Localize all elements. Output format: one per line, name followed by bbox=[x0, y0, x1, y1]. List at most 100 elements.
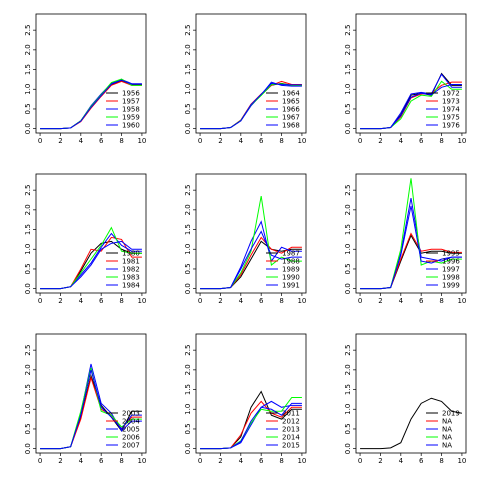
y-tick-label: 2.5 bbox=[184, 25, 192, 36]
x-tick-label: 6 bbox=[419, 137, 424, 145]
x-tick-label: 10 bbox=[457, 457, 466, 465]
legend-label: 1958 bbox=[122, 106, 140, 114]
x-tick-label: 8 bbox=[119, 297, 123, 305]
x-tick-label: 0 bbox=[198, 457, 202, 465]
legend-label: 1990 bbox=[282, 274, 300, 282]
series-line bbox=[360, 84, 462, 130]
y-tick-label: 0.0 bbox=[344, 443, 352, 454]
y-tick-label: 1.5 bbox=[184, 64, 192, 75]
panel: 0 2 4 6 8 10 0.0 0.5 1.0 1.5 2.0 2.5 195619571958195… bbox=[24, 13, 147, 145]
plot-frame bbox=[355, 13, 467, 134]
x-tick-label: 10 bbox=[137, 297, 146, 305]
y-tick-label: 1.0 bbox=[24, 84, 32, 95]
x-tick-label: 4 bbox=[399, 297, 404, 305]
legend-label: NA bbox=[442, 418, 452, 426]
x-tick-label: 4 bbox=[79, 297, 84, 305]
x-tick-label: 2 bbox=[58, 457, 62, 465]
y-tick-label: 2.0 bbox=[24, 364, 32, 375]
legend-label: 1959 bbox=[122, 114, 140, 122]
x-tick-label: 6 bbox=[419, 297, 424, 305]
panel: 0 2 4 6 8 100.00.51.01.52.02.5198719881989199… bbox=[184, 173, 307, 305]
x-tick-label: 4 bbox=[399, 457, 404, 465]
x-tick-label: 0 bbox=[38, 297, 42, 305]
legend-label: 2007 bbox=[122, 442, 140, 450]
y-tick-label: 0.5 bbox=[184, 103, 192, 114]
x-tick-label: 8 bbox=[279, 297, 283, 305]
panel: 0 2 4 6 8 100.00.51.01.52.02.5200320042005200… bbox=[24, 333, 147, 465]
y-tick-label: 0.0 bbox=[184, 283, 192, 294]
legend-label: 1960 bbox=[122, 122, 140, 130]
y-tick-label: 1.0 bbox=[24, 404, 32, 415]
legend-label: 1981 bbox=[122, 258, 140, 266]
x-tick-label: 6 bbox=[99, 297, 104, 305]
x-tick-label: 8 bbox=[439, 457, 443, 465]
x-tick-label: 0 bbox=[198, 297, 202, 305]
y-tick-label: 2.5 bbox=[344, 185, 352, 196]
legend-label: 1989 bbox=[282, 266, 300, 274]
y-tick-label: 2.5 bbox=[24, 345, 32, 356]
legend-label: 1968 bbox=[282, 122, 300, 130]
y-tick-label: 1.0 bbox=[344, 404, 352, 415]
x-tick-label: 6 bbox=[99, 457, 104, 465]
y-tick-label: 0.5 bbox=[344, 103, 352, 114]
x-tick-label: 10 bbox=[457, 297, 466, 305]
x-tick-label: 2 bbox=[218, 297, 222, 305]
y-tick-label: 1.5 bbox=[24, 64, 32, 75]
x-tick-label: 0 bbox=[358, 297, 362, 305]
x-tick-label: 10 bbox=[297, 137, 306, 145]
y-tick-label: 1.0 bbox=[184, 84, 192, 95]
y-tick-label: 1.5 bbox=[344, 64, 352, 75]
x-tick-label: 0 bbox=[198, 137, 202, 145]
legend-label: 2004 bbox=[122, 418, 140, 426]
legend-label: 2006 bbox=[122, 434, 140, 442]
y-tick-label: 2.5 bbox=[24, 25, 32, 36]
y-tick-label: 1.0 bbox=[344, 84, 352, 95]
x-tick-label: 6 bbox=[259, 137, 264, 145]
series-line bbox=[360, 205, 462, 290]
legend-label: 1988 bbox=[282, 258, 300, 266]
x-tick-label: 0 bbox=[358, 137, 362, 145]
y-tick-label: 2.0 bbox=[24, 204, 32, 215]
y-tick-label: 2.0 bbox=[184, 204, 192, 215]
legend-label: 1999 bbox=[442, 282, 460, 290]
legend-label: 1980 bbox=[122, 250, 140, 258]
x-tick-label: 4 bbox=[399, 137, 404, 145]
y-tick-label: 1.0 bbox=[184, 404, 192, 415]
plot-frame bbox=[195, 333, 307, 454]
x-tick-label: 10 bbox=[297, 297, 306, 305]
y-tick-label: 0.5 bbox=[24, 103, 32, 114]
y-tick-label: 2.0 bbox=[184, 364, 192, 375]
legend-label: 1983 bbox=[122, 274, 140, 282]
y-tick-label: 1.5 bbox=[344, 384, 352, 395]
x-tick-label: 10 bbox=[137, 457, 146, 465]
y-tick-label: 2.5 bbox=[184, 185, 192, 196]
panel: 0 2 4 6 8 100.00.51.01.52.02.5199519961997199… bbox=[344, 173, 467, 305]
legend-label: NA bbox=[442, 434, 452, 442]
x-tick-label: 2 bbox=[58, 297, 62, 305]
x-tick-label: 6 bbox=[99, 137, 104, 145]
legend-label: 1965 bbox=[282, 98, 300, 106]
x-tick-label: 4 bbox=[79, 137, 84, 145]
legend-label: 1997 bbox=[442, 266, 460, 274]
legend-label: 2011 bbox=[282, 410, 300, 418]
x-tick-label: 8 bbox=[279, 457, 283, 465]
y-tick-label: 0.5 bbox=[184, 263, 192, 274]
legend-label: 2012 bbox=[282, 418, 300, 426]
legend-label: 1996 bbox=[442, 258, 460, 266]
series-line bbox=[200, 82, 302, 130]
x-tick-label: 0 bbox=[358, 457, 362, 465]
legend-label: 1974 bbox=[442, 106, 460, 114]
x-tick-label: 6 bbox=[259, 457, 264, 465]
x-tick-label: 0 bbox=[38, 137, 42, 145]
y-tick-label: 1.5 bbox=[344, 224, 352, 235]
legend-label: 2003 bbox=[122, 410, 140, 418]
x-tick-label: 2 bbox=[378, 297, 382, 305]
x-tick-label: 6 bbox=[259, 297, 264, 305]
y-tick-label: 1.0 bbox=[184, 244, 192, 255]
y-tick-label: 0.0 bbox=[24, 123, 32, 134]
x-tick-label: 2 bbox=[378, 457, 382, 465]
y-tick-label: 0.5 bbox=[344, 263, 352, 274]
y-tick-label: 0.0 bbox=[344, 283, 352, 294]
series-line bbox=[200, 402, 302, 450]
